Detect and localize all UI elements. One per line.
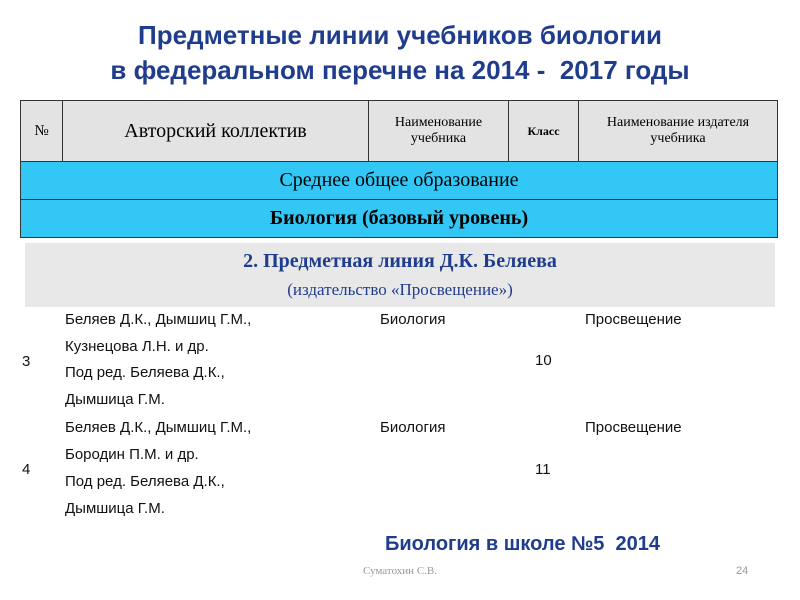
author-line: Бородин П.М. и др. <box>65 446 199 463</box>
book-title: Биология <box>380 311 446 328</box>
page-number: 24 <box>736 565 749 577</box>
footer-author: Суматохин С.В. <box>363 565 437 577</box>
title-line: в федеральном перечне на 2014 - 2017 год… <box>110 55 690 85</box>
line-publisher: (издательство «Просвещение») <box>287 280 513 299</box>
publisher: Просвещение <box>585 311 682 328</box>
author-line: Кузнецова Л.Н. и др. <box>65 338 209 355</box>
author-line: Под ред. Беляева Д.К., <box>65 364 225 381</box>
column-header: Наименование издателя учебника <box>578 100 778 162</box>
column-header: Авторский коллектив <box>62 100 369 162</box>
row-number: 3 <box>22 353 31 370</box>
column-header: Наименование учебника <box>368 100 509 162</box>
grade: 10 <box>535 352 552 369</box>
title-line: Предметные линии учебников биологии <box>138 20 662 50</box>
author-line: Под ред. Беляева Д.К., <box>65 473 225 490</box>
grade: 11 <box>535 461 551 478</box>
footer-note: Биология в школе №5 2014 <box>385 533 661 555</box>
author-line: Дымшица Г.М. <box>65 391 165 408</box>
author-line: Беляев Д.К., Дымшиц Г.М., <box>65 419 252 436</box>
author-line: Беляев Д.К., Дымшиц Г.М., <box>65 311 252 328</box>
line-box <box>25 243 775 307</box>
author-line: Дымшица Г.М. <box>65 500 165 517</box>
column-header: № <box>20 100 63 162</box>
publisher: Просвещение <box>585 419 682 436</box>
row-number: 4 <box>22 461 31 478</box>
subject-row: Биология (базовый уровень) <box>20 199 778 238</box>
book-title: Биология <box>380 419 446 436</box>
column-header: Класс <box>508 100 579 162</box>
line-title: 2. Предметная линия Д.К. Беляева <box>243 250 557 272</box>
level-row: Среднее общее образование <box>20 161 778 200</box>
